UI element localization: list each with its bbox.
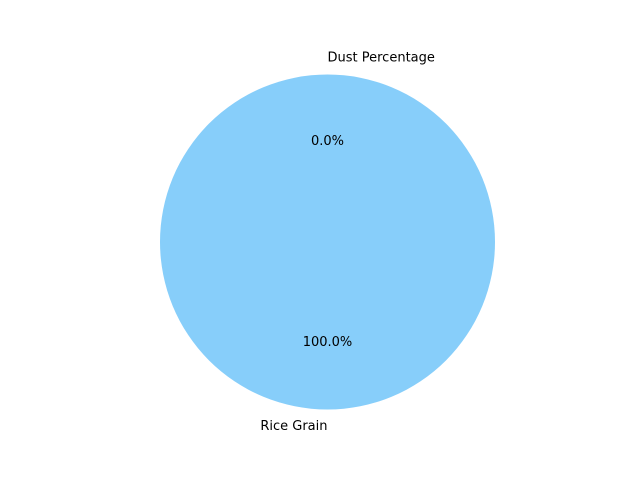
pie-labels: Rice Grain 100.0% Dust Percentage 0.0% (260, 50, 435, 434)
slice-pct-label-rice-grain: 100.0% (303, 335, 353, 350)
slice-label-dust-percentage: Dust Percentage (328, 50, 435, 65)
pie-slice-rice-grain (160, 74, 495, 410)
slice-label-rice-grain: Rice Grain (260, 419, 327, 434)
slice-pct-label-dust-percentage: 0.0% (311, 134, 344, 149)
pie-slices (160, 74, 495, 410)
